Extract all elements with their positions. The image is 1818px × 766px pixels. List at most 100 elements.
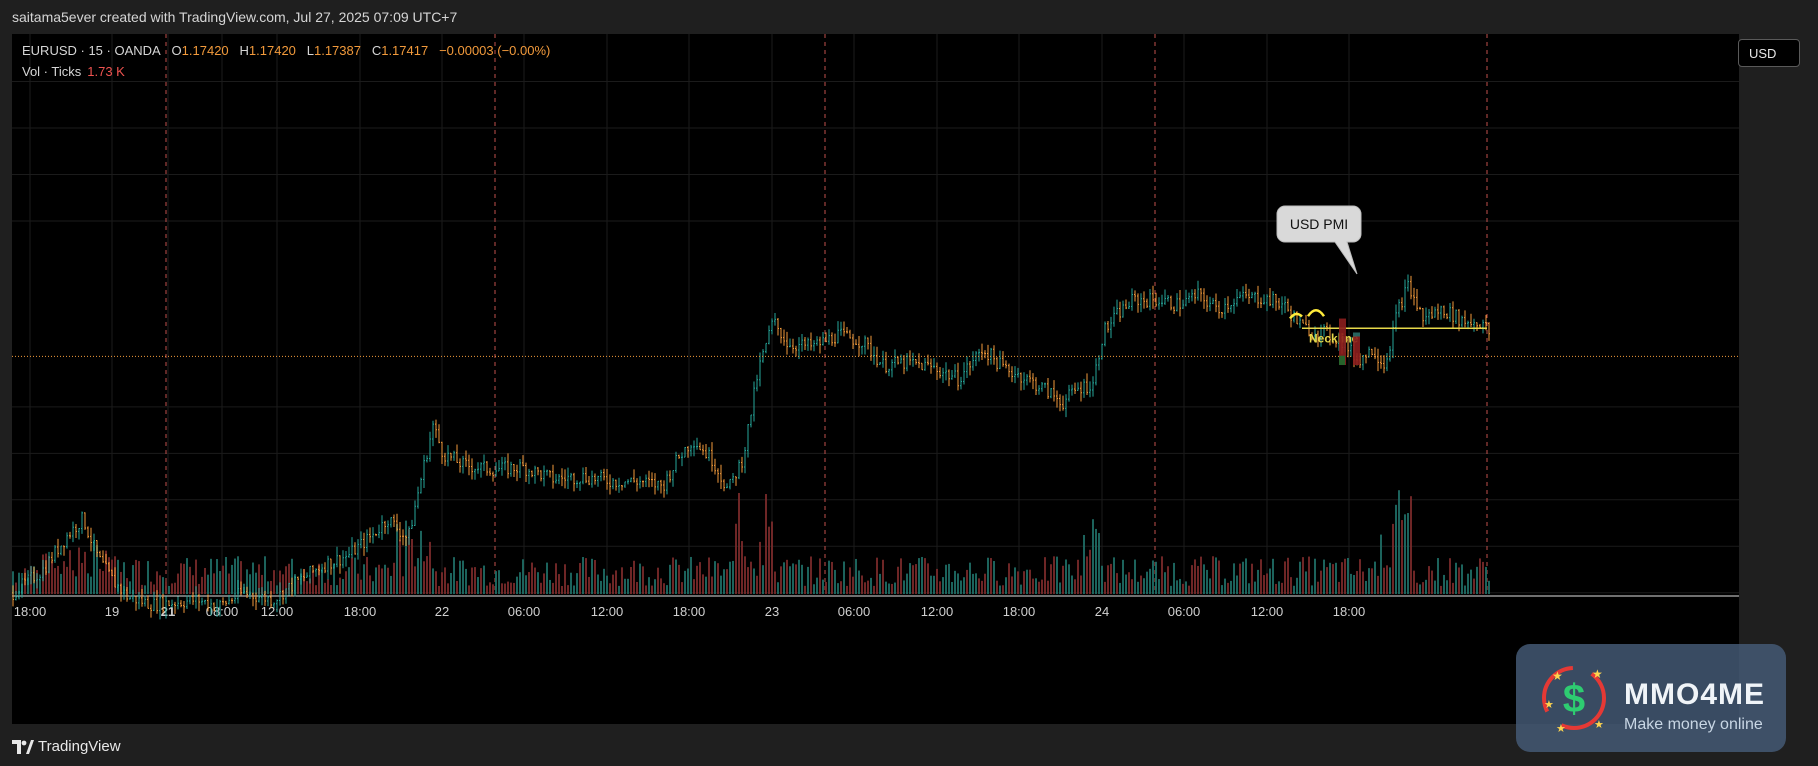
tradingview-logo-icon xyxy=(12,740,34,755)
volume-bar xyxy=(990,558,992,594)
volume-bar xyxy=(129,581,131,594)
volume-bar xyxy=(1137,581,1139,594)
volume-bar xyxy=(1413,570,1415,594)
volume-bar xyxy=(519,572,521,594)
volume-bar xyxy=(1209,578,1211,594)
volume-bar xyxy=(540,582,542,594)
volume-bar xyxy=(1431,570,1433,594)
volume-bar xyxy=(1026,569,1028,594)
volume-bar xyxy=(972,573,974,594)
volume-bar xyxy=(1053,556,1055,594)
chart-area[interactable]: 18:00 19 21 08:00 12:00 18:00 22 06:00 12:00 18:0… xyxy=(12,34,1739,724)
volume-bar xyxy=(69,550,71,594)
volume-bar xyxy=(720,575,722,594)
volume-bar xyxy=(1440,585,1442,594)
volume-bar xyxy=(1221,585,1223,594)
volume-bar xyxy=(228,573,230,594)
volume-bar xyxy=(1191,565,1193,594)
watermark-title: MMO4ME xyxy=(1624,678,1765,711)
volume-bar xyxy=(594,559,596,594)
volume-bar xyxy=(726,569,728,594)
symbol-label[interactable]: EURUSD · 15 · OANDA xyxy=(22,43,161,58)
volume-series xyxy=(12,490,1490,594)
volume-bar xyxy=(525,575,527,594)
volume-bar xyxy=(768,526,770,594)
volume-bar xyxy=(852,576,854,594)
volume-bar xyxy=(333,564,335,594)
volume-bar xyxy=(501,583,503,594)
volume-bar xyxy=(51,561,53,594)
volume-bar xyxy=(693,579,695,594)
volume-bar xyxy=(504,583,506,594)
volume-bar xyxy=(492,584,494,594)
volume-bar xyxy=(1338,581,1340,594)
volume-bar xyxy=(354,557,356,594)
svg-text:★: ★ xyxy=(1544,699,1554,711)
volume-bar xyxy=(255,572,257,594)
volume-bar xyxy=(1125,574,1127,594)
highlight-candle-teal xyxy=(1353,332,1360,337)
volume-bar xyxy=(1242,561,1244,594)
volume-bar xyxy=(1266,573,1268,594)
volume-bar xyxy=(1356,570,1358,594)
volume-bar xyxy=(1029,569,1031,594)
volume-bar xyxy=(342,579,344,594)
volume-bar xyxy=(645,585,647,594)
volume-bar xyxy=(825,581,827,594)
volume-bar xyxy=(78,547,80,594)
volume-bar xyxy=(642,566,644,594)
volume-bar xyxy=(198,583,200,594)
volume-bar xyxy=(408,529,410,594)
volume-bar xyxy=(423,561,425,594)
volume-legend[interactable]: Vol · Ticks 1.73 K xyxy=(22,64,125,79)
volume-bar xyxy=(393,562,395,594)
volume-bar xyxy=(1428,566,1430,594)
volume-bar xyxy=(909,563,911,594)
volume-bar xyxy=(39,579,41,594)
volume-bar xyxy=(837,583,839,594)
volume-bar xyxy=(750,561,752,594)
tradingview-logo[interactable]: TradingView xyxy=(12,738,121,755)
volume-bar xyxy=(171,583,173,594)
volume-bar xyxy=(729,561,731,594)
volume-bar xyxy=(639,563,641,594)
volume-bar xyxy=(822,579,824,594)
low-label: L xyxy=(306,43,314,58)
volume-bar xyxy=(1023,571,1025,594)
volume-bar xyxy=(921,556,923,594)
volume-bar xyxy=(453,557,455,594)
volume-bar xyxy=(978,578,980,594)
volume-bar xyxy=(1476,566,1478,594)
volume-bar xyxy=(834,569,836,594)
volume-bar xyxy=(711,576,713,594)
price-chart[interactable]: 18:00 19 21 08:00 12:00 18:00 22 06:00 12:00 18:0… xyxy=(12,34,1739,724)
volume-bar xyxy=(327,579,329,594)
volume-bar xyxy=(189,566,191,594)
volume-bar xyxy=(588,576,590,594)
volume-bar xyxy=(1188,585,1190,594)
volume-bar xyxy=(858,570,860,594)
volume-bar xyxy=(888,583,890,594)
volume-bar xyxy=(282,574,284,594)
volume-bar xyxy=(1092,519,1094,594)
volume-bar xyxy=(441,572,443,594)
volume-bar xyxy=(558,574,560,594)
x-tick-label: 18:00 xyxy=(673,604,706,619)
volume-bar xyxy=(534,567,536,594)
volume-bar xyxy=(1380,534,1382,594)
credit-text: saitama5ever created with TradingView.co… xyxy=(12,9,458,25)
volume-bar xyxy=(747,567,749,594)
volume-bar xyxy=(1329,562,1331,594)
volume-bar xyxy=(933,575,935,594)
volume-bar xyxy=(1197,565,1199,594)
currency-button[interactable]: USD xyxy=(1738,39,1800,67)
volume-bar xyxy=(1404,514,1406,594)
volume-bar xyxy=(753,568,755,594)
volume-bar xyxy=(210,558,212,594)
volume-bar xyxy=(1152,560,1154,594)
footer-bar xyxy=(0,724,1818,766)
volume-bar xyxy=(375,567,377,594)
volume-bar xyxy=(207,574,209,594)
volume-bar xyxy=(1263,575,1265,594)
svg-text:★: ★ xyxy=(1594,719,1604,731)
